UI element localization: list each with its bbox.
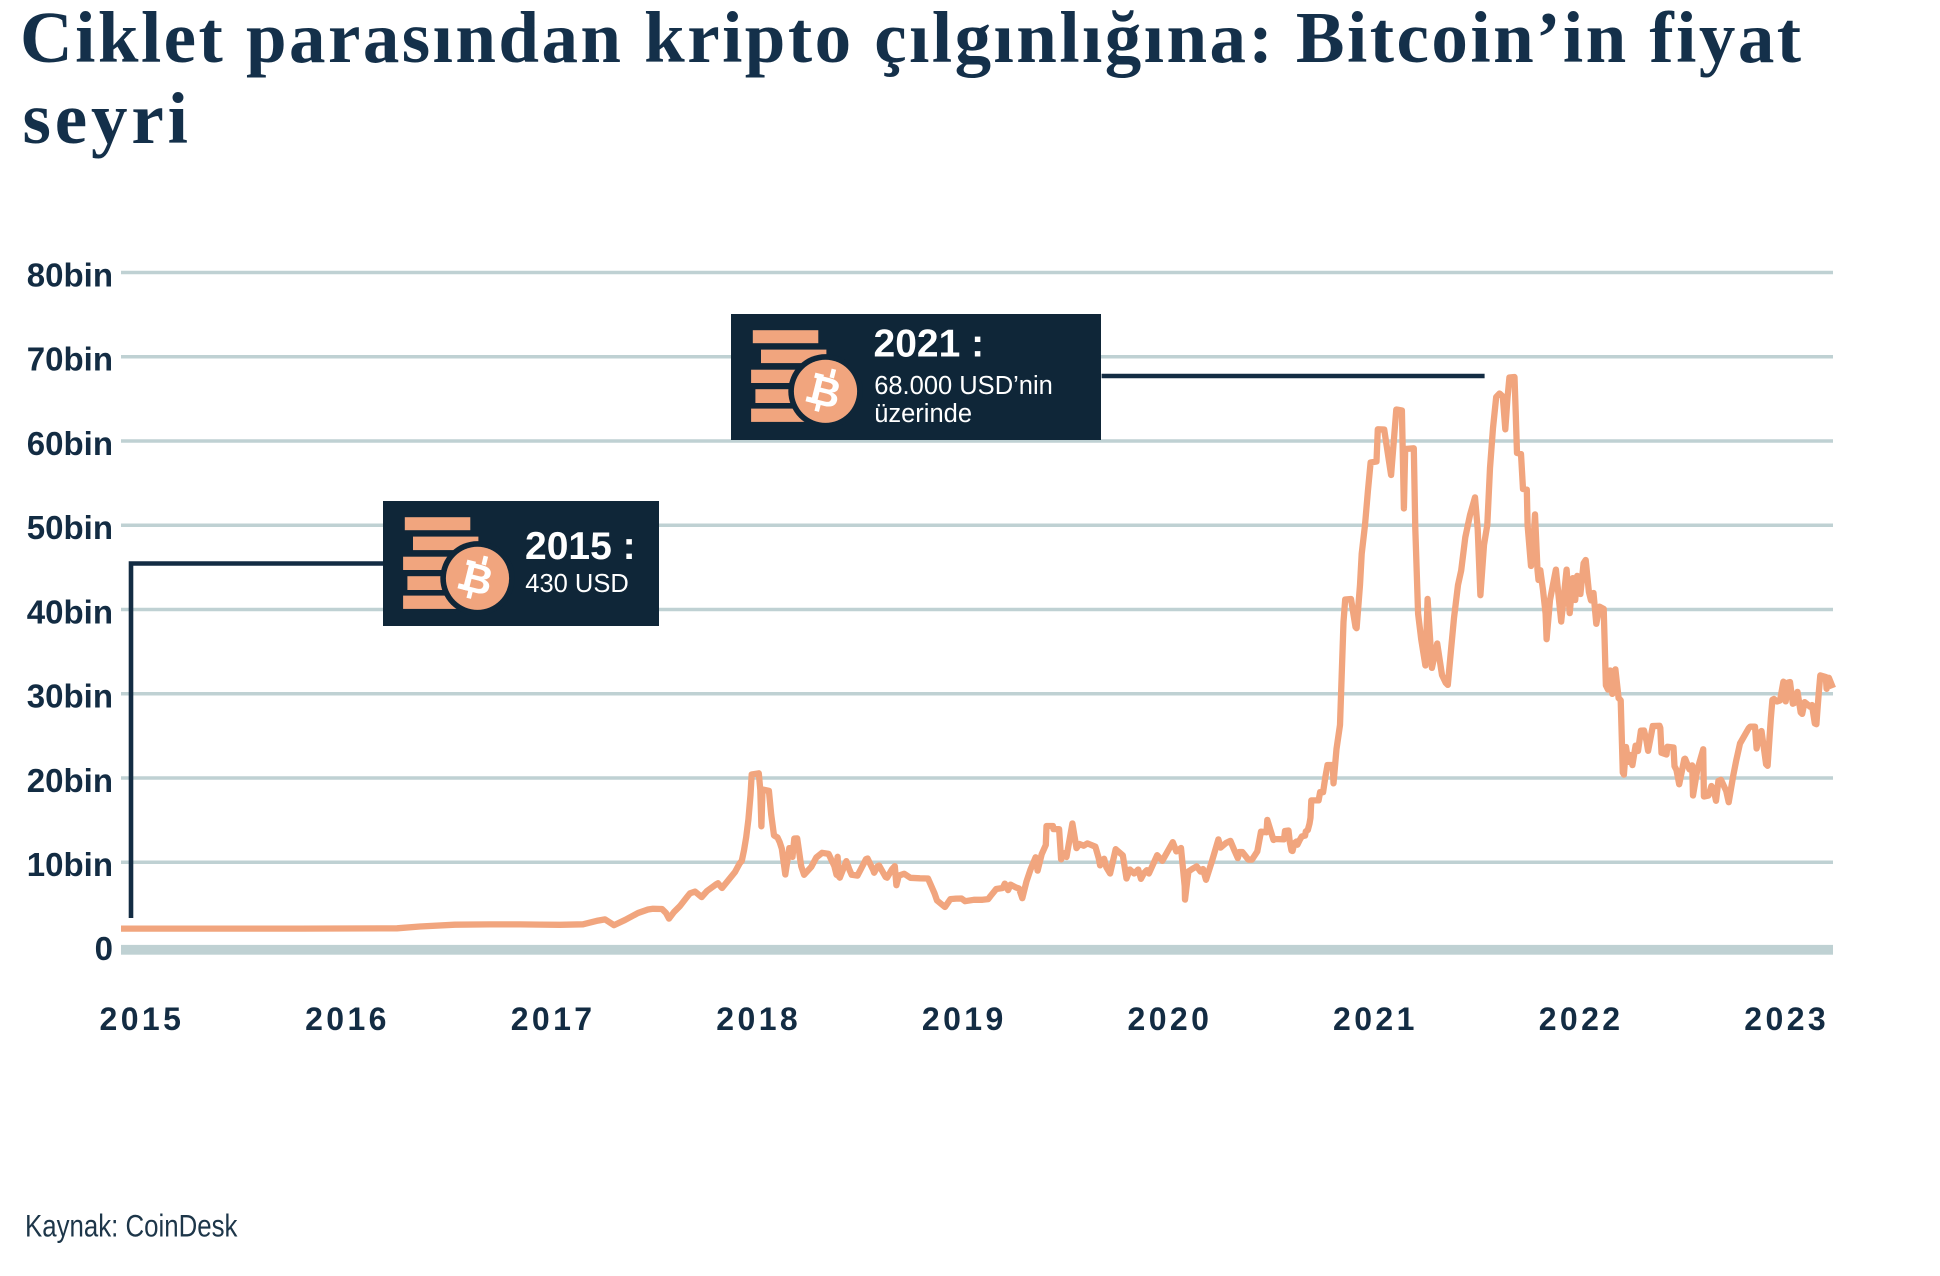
svg-text:2017: 2017	[511, 1001, 596, 1037]
svg-text:60bin: 60bin	[27, 425, 113, 462]
svg-text:68.000 USD’nin: 68.000 USD’nin	[874, 372, 1053, 400]
svg-text:2022: 2022	[1539, 1001, 1624, 1037]
svg-text:30bin: 30bin	[27, 678, 113, 715]
svg-text:2020: 2020	[1128, 1001, 1213, 1037]
svg-text:üzerinde: üzerinde	[874, 400, 972, 428]
svg-text:430 USD: 430 USD	[525, 570, 628, 598]
svg-text:2015: 2015	[100, 1001, 185, 1037]
svg-text:2021: 2021	[1333, 1001, 1418, 1037]
svg-text:2015 :: 2015 :	[525, 525, 636, 568]
svg-text:20bin: 20bin	[27, 762, 113, 799]
svg-text:2021 :: 2021 :	[874, 323, 985, 366]
svg-text:2023: 2023	[1744, 1001, 1829, 1037]
svg-text:2018: 2018	[716, 1001, 801, 1037]
svg-text:Kaynak: CoinDesk: Kaynak: CoinDesk	[25, 1209, 238, 1244]
svg-text:80bin: 80bin	[27, 256, 113, 293]
svg-text:70bin: 70bin	[27, 341, 113, 378]
svg-text:0: 0	[95, 930, 113, 967]
svg-text:2016: 2016	[305, 1001, 390, 1037]
svg-text:40bin: 40bin	[27, 593, 113, 630]
svg-text:2019: 2019	[922, 1001, 1007, 1037]
svg-text:10bin: 10bin	[27, 846, 113, 883]
svg-text:50bin: 50bin	[27, 509, 113, 546]
